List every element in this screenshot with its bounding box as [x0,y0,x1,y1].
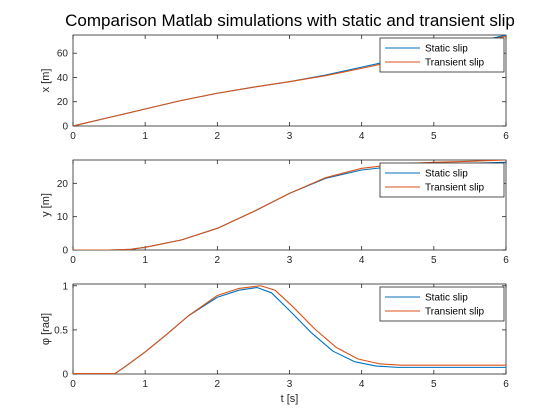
legend-entry: Transient slip [425,183,485,194]
x-tick-label: 3 [287,131,293,142]
legend-box [379,162,505,198]
x-tick-label: 1 [142,131,148,142]
legend-entry: Transient slip [425,307,485,318]
subplot-2: 0 1 2 3 4 5 6 0 10 20 y [m] Static slip Transient sl… [40,159,509,266]
legend: Static slip Transient slip [379,162,505,198]
x-tick-label: 2 [215,255,221,266]
x-tick-label: 1 [142,379,148,390]
legend-entry: Static slip [425,44,468,55]
y-tick-label: 1 [62,281,68,292]
y-tick-label: 20 [57,97,69,108]
legend-entry: Transient slip [425,58,485,69]
x-tick-label: 2 [215,131,221,142]
x-tick-label: 3 [287,379,293,390]
y-tick-label: 0 [62,246,68,257]
x-tick-label: 4 [359,131,365,142]
legend-box [379,37,505,73]
legend-entry: Static slip [425,293,468,304]
y-axis-label: φ [rad] [40,313,52,345]
legend-box [379,286,505,322]
x-tick-label: 6 [503,255,509,266]
y-axis-label: x [m] [40,69,52,93]
x-tick-label: 1 [142,255,148,266]
y-tick-label: 40 [57,73,69,84]
y-tick-label: 20 [57,179,69,190]
x-tick-label: 6 [503,131,509,142]
y-tick-label: 60 [57,49,69,60]
y-tick-label: 10 [57,212,69,223]
series-line-transient-slip [73,285,506,374]
subplot-3: 0 1 2 3 4 5 6 0 0.5 1 φ [rad] t [s] Static slip Trans… [40,281,509,405]
x-tick-label: 5 [431,131,437,142]
y-tick-label: 0 [62,370,68,381]
x-tick-label: 5 [431,255,437,266]
x-tick-label: 0 [70,379,76,390]
x-tick-label: 2 [215,379,221,390]
x-tick-label: 0 [70,131,76,142]
x-tick-label: 4 [359,255,365,266]
y-tick-label: 0 [62,122,68,133]
y-axis-label: y [m] [40,193,52,217]
x-tick-label: 4 [359,379,365,390]
legend: Static slip Transient slip [379,286,505,322]
legend: Static slip Transient slip [379,37,505,73]
legend-entry: Static slip [425,169,468,180]
x-tick-label: 0 [70,255,76,266]
x-axis-label: t [s] [281,393,299,405]
chart-title: Comparison Matlab simulations with stati… [65,11,515,30]
y-tick-label: 0.5 [54,325,68,336]
x-tick-label: 3 [287,255,293,266]
x-tick-label: 5 [431,379,437,390]
x-tick-label: 6 [503,379,509,390]
